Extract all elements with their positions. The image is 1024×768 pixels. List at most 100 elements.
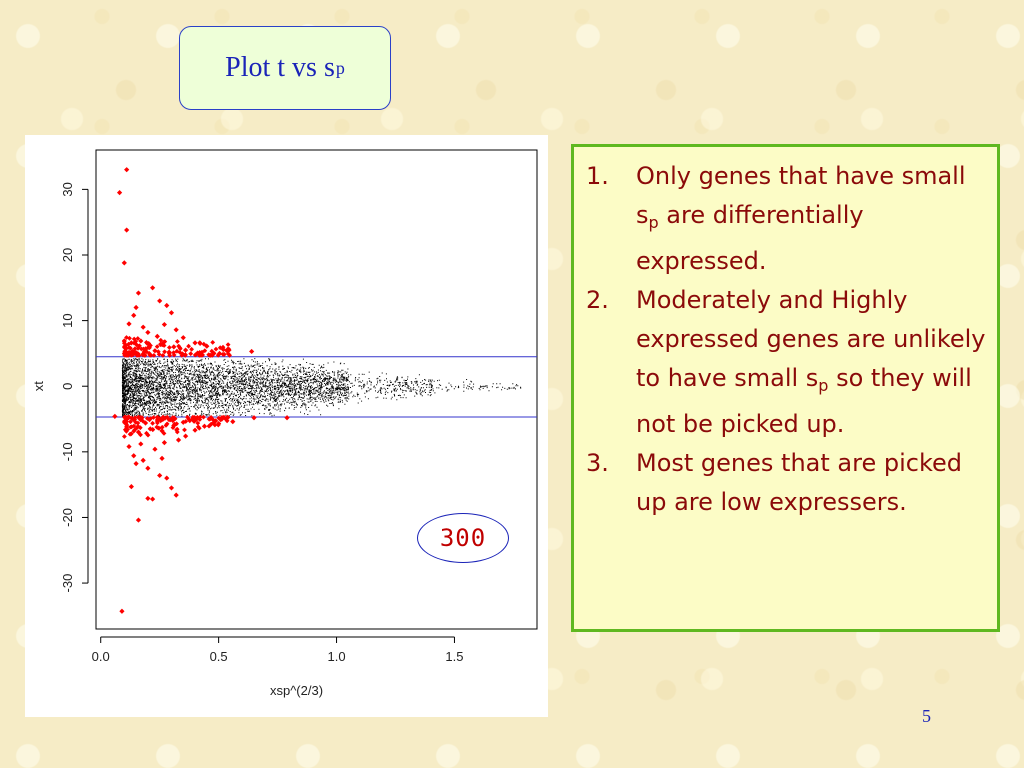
red-point [221, 414, 227, 420]
red-point [213, 418, 218, 424]
red-point [208, 415, 214, 421]
red-point [183, 347, 189, 353]
red-point [210, 340, 216, 345]
red-point [168, 310, 175, 316]
red-point [121, 260, 127, 266]
note-subscript: p [648, 213, 659, 232]
red-point [135, 290, 142, 296]
red-point [122, 420, 128, 426]
x-tick-label: 1.0 [328, 649, 346, 664]
red-point [162, 349, 167, 355]
red-point [135, 517, 142, 523]
red-point [149, 496, 156, 502]
red-point [164, 475, 170, 481]
red-point [158, 337, 164, 343]
red-point [161, 321, 167, 328]
red-point [126, 321, 132, 327]
red-point [127, 335, 132, 341]
red-point [140, 457, 146, 463]
red-point [140, 352, 146, 358]
red-point [122, 340, 127, 346]
red-point [125, 352, 131, 358]
red-point [176, 343, 182, 349]
red-point [152, 348, 158, 354]
note-item: 1. Only genes that have small sp are diff… [584, 157, 987, 281]
red-point [157, 472, 163, 479]
red-point [154, 333, 160, 339]
red-point [150, 427, 156, 432]
red-point [183, 419, 189, 424]
red-point [148, 352, 154, 358]
scatter-plot-panel: 0.0 0.5 1.0 1.5 -30 -20 -10 0 10 20 30 xsp^(2/3) xt [25, 135, 548, 717]
red-point [197, 414, 203, 420]
red-point [164, 302, 170, 309]
note-item: 2. Moderately and Highly expressed genes … [584, 281, 987, 444]
red-point [221, 352, 227, 357]
red-point [180, 335, 186, 341]
y-tick-label: -30 [60, 574, 75, 593]
red-point [131, 428, 137, 434]
red-point [249, 348, 255, 355]
red-point [201, 423, 208, 429]
red-point [168, 485, 175, 491]
red-point [125, 414, 131, 420]
red-point [188, 351, 194, 357]
notes-list: 1. Only genes that have small sp are diff… [584, 157, 987, 522]
red-point [124, 428, 129, 434]
red-point [157, 298, 163, 304]
y-axis-label: xt [31, 381, 46, 392]
red-point [170, 425, 176, 430]
red-point [140, 418, 146, 424]
red-point [127, 431, 133, 437]
note-subscript: p [818, 376, 829, 395]
x-tick-label: 0.0 [92, 649, 110, 664]
note-number: 3. [586, 449, 609, 477]
red-point [124, 417, 130, 422]
red-point [149, 285, 156, 291]
red-point [173, 327, 179, 333]
red-point [182, 427, 187, 433]
red-point [175, 339, 180, 344]
red-point [159, 424, 165, 430]
red-point [128, 350, 134, 356]
plot-frame [95, 149, 538, 630]
red-point [138, 441, 144, 447]
red-point [145, 495, 151, 502]
y-tick-label: 20 [60, 248, 75, 262]
red-point [128, 419, 133, 425]
red-point [284, 415, 290, 421]
red-point [225, 346, 231, 352]
red-point [131, 312, 137, 318]
red-point [186, 343, 191, 349]
red-point [206, 423, 212, 429]
red-point [128, 484, 134, 490]
red-point [155, 349, 161, 355]
note-text-end: so they will not be picked up. [636, 364, 972, 438]
red-point [161, 339, 167, 345]
red-point [133, 420, 139, 425]
red-point [133, 339, 138, 344]
red-point [215, 352, 221, 358]
red-point [215, 422, 221, 428]
red-point [135, 420, 141, 426]
red-point [121, 338, 127, 343]
red-point [199, 349, 205, 355]
red-point [151, 353, 157, 358]
red-point [163, 423, 169, 428]
red-point [172, 422, 178, 427]
scatter-plot: 0.0 0.5 1.0 1.5 -30 -20 -10 0 10 20 30 xsp^(2/3) xt [31, 149, 538, 698]
red-point [131, 453, 137, 459]
red-point [170, 418, 176, 424]
red-point [218, 417, 224, 423]
red-point [186, 416, 192, 422]
page-number: 5 [922, 706, 931, 726]
red-point [197, 340, 203, 345]
red-point [151, 415, 156, 420]
red-point [119, 608, 125, 614]
red-point [171, 344, 177, 350]
red-point [126, 443, 132, 450]
red-point [159, 428, 165, 434]
red-point [190, 414, 196, 420]
red-point [155, 425, 161, 431]
